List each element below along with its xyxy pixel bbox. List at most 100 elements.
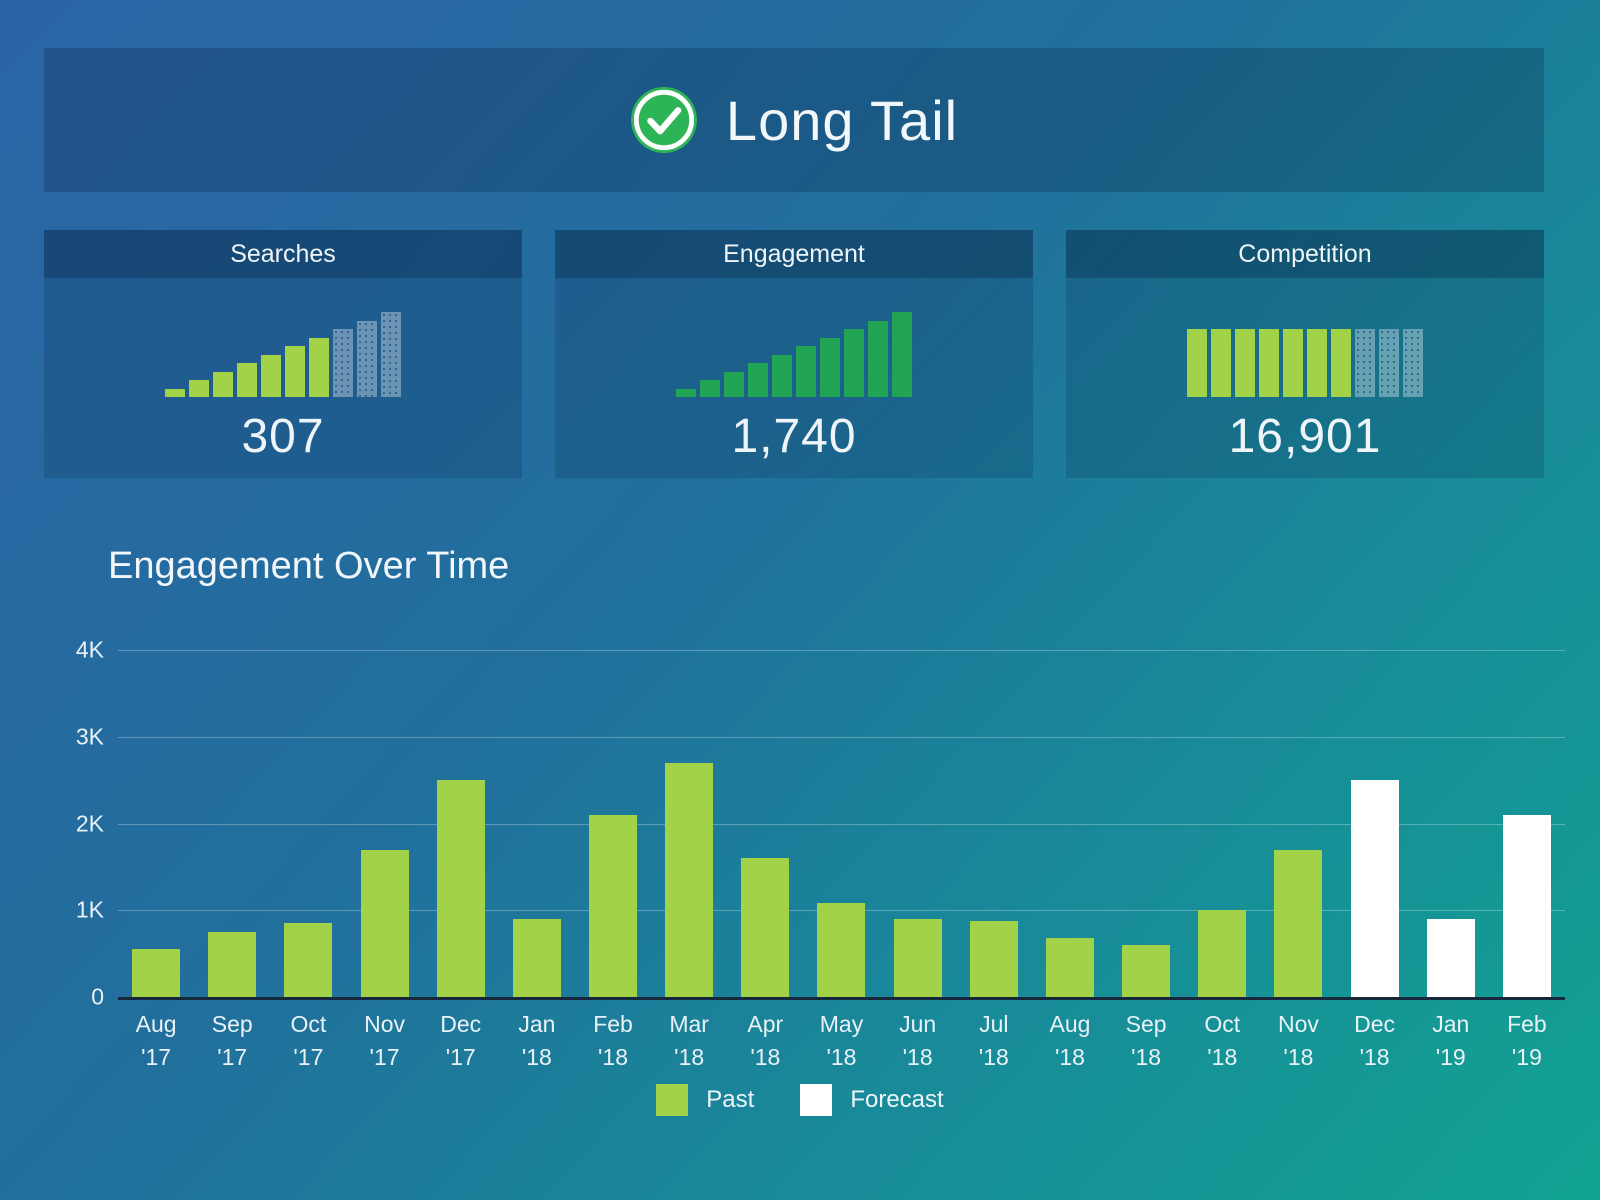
- card-competition[interactable]: Competition 16,901: [1066, 230, 1544, 478]
- bar-slot: [423, 650, 499, 997]
- bar-slot: [1337, 650, 1413, 997]
- legend-item-past[interactable]: Past: [656, 1084, 754, 1116]
- card-competition-header: Competition: [1066, 230, 1544, 278]
- x-axis-label-sep--18: Sep '18: [1125, 1011, 1167, 1071]
- bar-slot: [1260, 650, 1336, 997]
- bar-aug--17[interactable]: [132, 949, 181, 997]
- chart-title: Engagement Over Time: [108, 545, 510, 587]
- bar-jan--18[interactable]: [512, 918, 561, 997]
- x-axis-label-nov--17: Nov '17: [364, 1011, 405, 1071]
- y-axis-label-3k: 3K: [75, 723, 104, 750]
- past-swatch-icon: [656, 1084, 689, 1116]
- x-axis-label-nov--18: Nov '18: [1277, 1011, 1319, 1071]
- mini-bar: [189, 380, 209, 397]
- bar-sep--17[interactable]: [208, 931, 257, 997]
- bar-dec--18[interactable]: [1350, 780, 1399, 997]
- bar-slot: [194, 650, 270, 997]
- metric-cards: Searches 307 Engagement 1,740 Competitio…: [44, 230, 1544, 478]
- mini-bar: [165, 388, 185, 397]
- card-engagement[interactable]: Engagement 1,740: [555, 230, 1033, 478]
- mini-bar: [676, 388, 696, 397]
- bar-jun--18[interactable]: [893, 918, 942, 997]
- competition-mini-bar-chart: [1066, 295, 1544, 397]
- mini-bar: [820, 337, 840, 397]
- bar-slot: [1489, 650, 1565, 997]
- card-engagement-title: Engagement: [723, 239, 865, 268]
- gridline-2k: [118, 823, 1565, 825]
- legend-label-forecast: Forecast: [850, 1086, 944, 1113]
- mini-bar: [1355, 329, 1375, 397]
- x-axis-label-oct--18: Oct '18: [1204, 1011, 1241, 1071]
- mini-bar: [844, 329, 864, 397]
- card-searches-header: Searches: [44, 230, 522, 278]
- x-axis-label-feb--18: Feb '18: [593, 1011, 633, 1071]
- mini-bar: [796, 346, 816, 397]
- x-axis-label-aug--18: Aug '18: [1049, 1011, 1091, 1071]
- y-axis-label-1k: 1K: [75, 896, 104, 923]
- bar-oct--17[interactable]: [284, 923, 333, 997]
- bar-slot: [346, 650, 422, 997]
- bar-dec--17[interactable]: [436, 780, 485, 997]
- x-axis-label-apr--18: Apr '18: [747, 1011, 784, 1071]
- mini-bar: [700, 380, 720, 397]
- mini-bar: [1187, 329, 1207, 397]
- bar-nov--18[interactable]: [1274, 849, 1323, 997]
- bar-apr--18[interactable]: [741, 858, 790, 997]
- card-engagement-header: Engagement: [555, 230, 1033, 278]
- searches-value: 307: [241, 410, 325, 463]
- mini-bar: [748, 363, 768, 397]
- bar-feb--18[interactable]: [589, 814, 638, 997]
- mini-bar: [772, 354, 792, 397]
- bar-slot: [727, 650, 803, 997]
- x-axis-label-jun--18: Jun '18: [899, 1011, 937, 1071]
- bar-aug--18[interactable]: [1045, 938, 1094, 997]
- bar-jan--19[interactable]: [1426, 918, 1475, 997]
- gridline-3k: [118, 736, 1565, 738]
- engagement-value: 1,740: [731, 410, 857, 463]
- bar-oct--18[interactable]: [1198, 910, 1247, 997]
- plot-area: 0 1K 2K 3K 4K: [76, 637, 1565, 1010]
- bar-sep--18[interactable]: [1122, 945, 1171, 997]
- bar-slot: [880, 650, 956, 997]
- bar-mar--18[interactable]: [665, 762, 714, 997]
- x-axis-label-jan--18: Jan '18: [518, 1011, 556, 1071]
- bar-feb--19[interactable]: [1502, 814, 1551, 997]
- legend-item-forecast[interactable]: Forecast: [800, 1084, 944, 1116]
- y-axis-label-2k: 2K: [75, 810, 104, 836]
- x-axis-label-oct--17: Oct '17: [290, 1011, 327, 1071]
- card-searches[interactable]: Searches 307: [44, 230, 522, 478]
- mini-bar: [1283, 329, 1303, 397]
- header-panel: Long Tail: [44, 48, 1544, 192]
- x-axis-label-feb--19: Feb '19: [1507, 1011, 1547, 1071]
- x-axis-label-jan--19: Jan '19: [1432, 1011, 1470, 1071]
- bar-slot: [803, 650, 879, 997]
- bar-slot: [575, 650, 651, 997]
- bar-nov--17[interactable]: [360, 849, 409, 997]
- card-searches-title: Searches: [230, 239, 336, 268]
- mini-bar: [1331, 329, 1351, 397]
- mini-bar: [213, 371, 233, 397]
- bar-slot: [118, 650, 194, 997]
- mini-bar: [868, 320, 888, 397]
- bar-jul--18[interactable]: [969, 920, 1018, 997]
- x-axis-label-dec--18: Dec '18: [1354, 1011, 1396, 1071]
- y-axis-label-4k: 4K: [75, 636, 104, 663]
- mini-bar: [285, 346, 305, 397]
- bar-may--18[interactable]: [817, 903, 866, 997]
- mini-bar: [333, 329, 353, 397]
- bar-slot: [270, 650, 346, 997]
- mini-bar: [1235, 329, 1255, 397]
- chart-legend: Past Forecast: [0, 1084, 1600, 1116]
- mini-bar: [237, 363, 257, 397]
- mini-bar: [1259, 329, 1279, 397]
- bar-slot: [1108, 650, 1184, 997]
- check-circle-icon: [630, 86, 698, 154]
- y-axis-label-0: 0: [91, 983, 104, 1010]
- mini-bar: [892, 312, 912, 397]
- plot-bars: [118, 650, 1565, 997]
- x-axis-label-jul--18: Jul '18: [978, 1011, 1009, 1071]
- mini-bar: [357, 320, 377, 397]
- x-axis-label-sep--17: Sep '17: [211, 1011, 253, 1071]
- bar-slot: [1413, 650, 1489, 997]
